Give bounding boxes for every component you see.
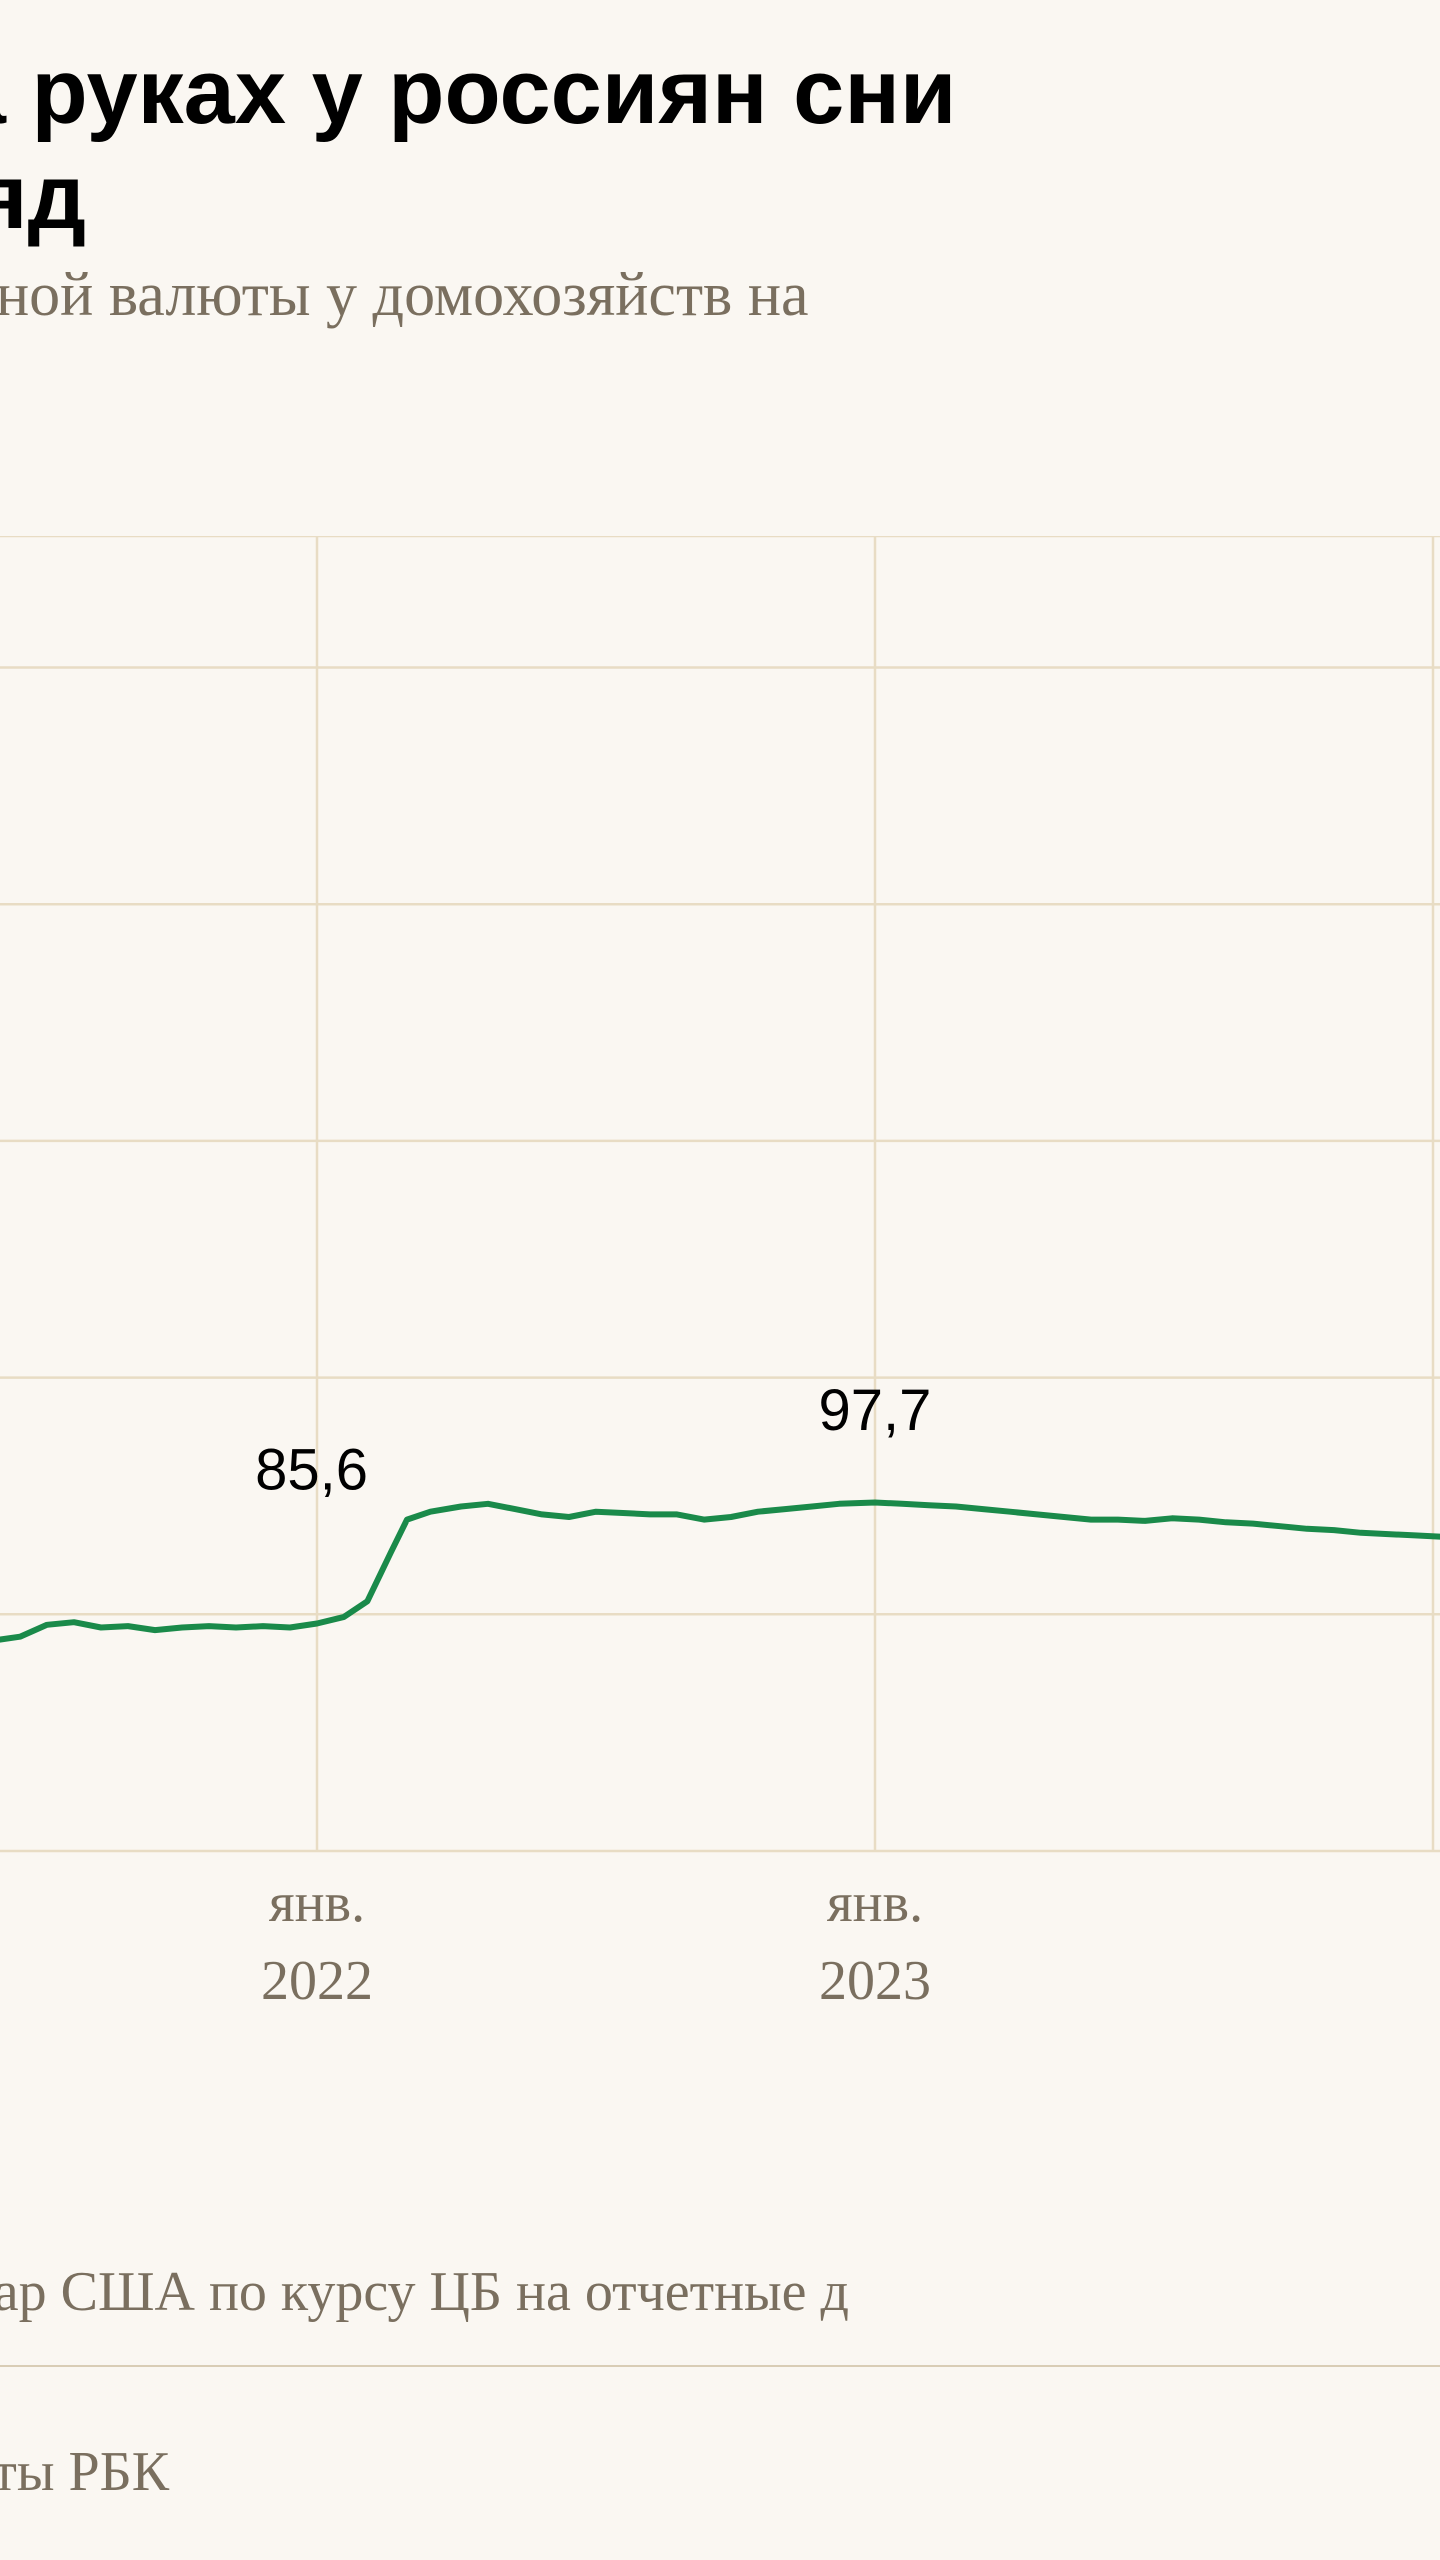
chart-footnote-1: те на доллар США по курсу ЦБ на отчетные…	[0, 2260, 849, 2324]
chart-footnote-2: сии, расчеты РБК	[0, 2440, 169, 2504]
x-tick-year: 2023	[819, 1950, 931, 2012]
chart-point-label: 85,6	[255, 1437, 368, 1502]
x-tick-year: 2022	[261, 1950, 373, 2012]
chart-point-label: 97,7	[819, 1378, 932, 1443]
section-divider	[0, 2365, 1440, 2367]
line-chart: 5,285,697,7нв.21янв.2022янв.2023	[0, 536, 1440, 2031]
chart-subtitle: иностранной валюты у домохозяйств на	[0, 260, 809, 331]
x-tick-month: янв.	[269, 1872, 365, 1934]
chart-title-line2: подряд	[0, 145, 86, 251]
chart-title-line1: ты на руках у россиян сни	[0, 40, 956, 146]
x-tick-month: янв.	[827, 1872, 923, 1934]
